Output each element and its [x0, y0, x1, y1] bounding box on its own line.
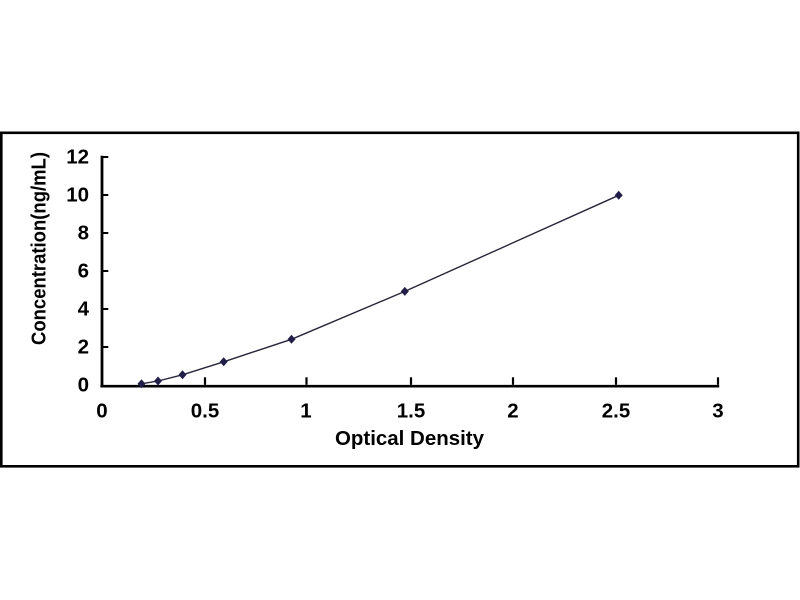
svg-text:1.5: 1.5 — [397, 399, 426, 422]
svg-text:Optical Density: Optical Density — [335, 427, 485, 450]
svg-text:3: 3 — [712, 399, 723, 422]
svg-text:2: 2 — [507, 399, 518, 422]
svg-text:1: 1 — [300, 399, 311, 422]
svg-text:0.5: 0.5 — [191, 399, 220, 422]
svg-text:Concentration(ng/mL): Concentration(ng/mL) — [28, 152, 51, 345]
svg-text:0: 0 — [96, 399, 107, 422]
svg-text:10: 10 — [66, 183, 89, 206]
svg-text:8: 8 — [78, 221, 89, 244]
svg-text:4: 4 — [78, 297, 90, 320]
svg-text:6: 6 — [78, 259, 89, 282]
svg-text:2: 2 — [78, 335, 89, 358]
svg-text:2.5: 2.5 — [602, 399, 631, 422]
svg-text:0: 0 — [78, 373, 89, 396]
svg-text:12: 12 — [66, 145, 89, 168]
